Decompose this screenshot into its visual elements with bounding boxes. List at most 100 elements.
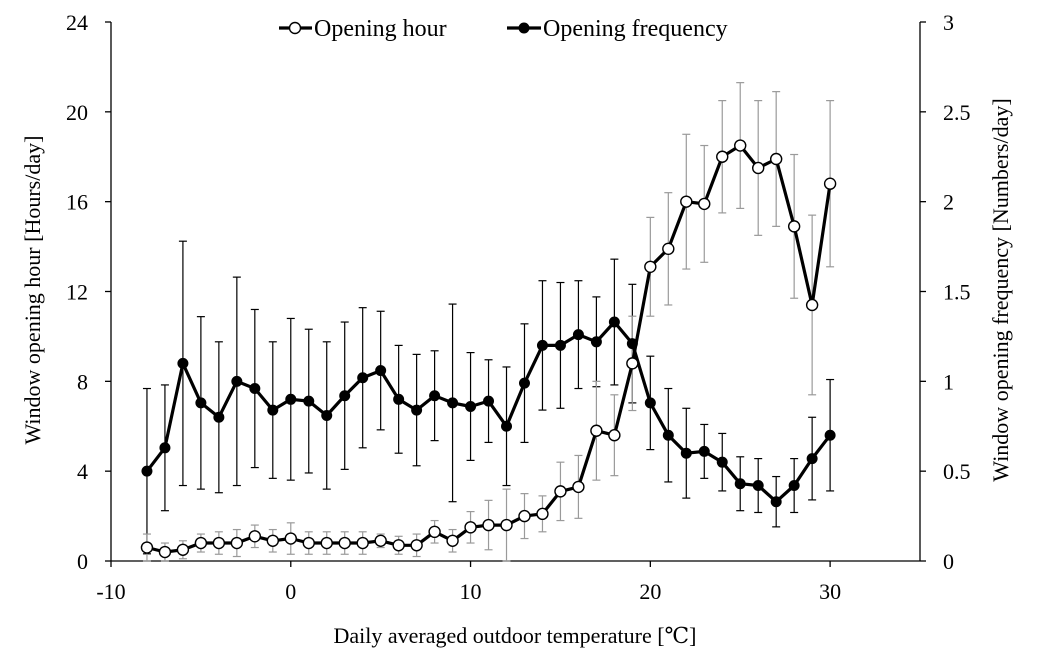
opening-frequency-point <box>788 480 800 492</box>
opening-frequency-point <box>554 339 566 351</box>
points-layer <box>140 139 837 559</box>
opening-frequency-point <box>824 429 836 441</box>
opening-hour-point <box>608 429 621 442</box>
opening-frequency-point <box>447 397 459 409</box>
opening-frequency-point <box>375 365 387 377</box>
error-bars-layer <box>142 82 835 562</box>
y-left-tick-label: 24 <box>66 10 88 35</box>
opening-frequency-point <box>716 456 728 468</box>
x-axis-title: Daily averaged outdoor temperature [℃] <box>333 623 696 648</box>
opening-frequency-point <box>231 375 243 387</box>
opening-frequency-point <box>590 336 602 348</box>
legend-label-opening-hour: Opening hour <box>314 16 447 42</box>
opening-hour-point <box>752 161 765 175</box>
opening-hour-point <box>482 518 495 532</box>
y-axis-right-title: Window opening frequency [Numbers/day] <box>988 98 1013 481</box>
opening-frequency-point <box>429 390 441 402</box>
legend-label-opening-frequency: Opening frequency <box>543 16 728 42</box>
y-left-tick-label: 16 <box>66 190 88 215</box>
opening-hour-point <box>590 424 603 437</box>
opening-hour-point <box>572 480 585 494</box>
y-left-tick-label: 4 <box>77 459 88 484</box>
opening-hour-point <box>356 536 369 550</box>
y-right-tick-label: 2.5 <box>943 100 971 125</box>
opening-frequency-point <box>501 420 513 432</box>
opening-hour-point <box>734 139 747 152</box>
opening-hour-point <box>554 485 567 498</box>
y-right-tick-label: 0 <box>943 549 954 574</box>
x-tick-label: 10 <box>460 579 482 604</box>
opening-hour-point <box>500 518 513 532</box>
x-tick-label: 0 <box>285 579 296 604</box>
opening-frequency-point <box>285 393 297 405</box>
opening-hour-point <box>176 543 190 556</box>
opening-hour-point <box>194 536 208 550</box>
opening-hour-point <box>787 220 801 233</box>
opening-frequency-point <box>680 447 692 459</box>
opening-frequency-point <box>752 480 764 492</box>
y-axis-left-title: Window opening hour [Hours/day] <box>20 136 45 445</box>
y-left-tick-label: 12 <box>66 280 88 305</box>
legend-swatch-opening-hour-marker <box>288 21 302 35</box>
legend-swatch-opening-frequency-marker <box>518 22 530 34</box>
y-right-tick-label: 2 <box>943 190 954 215</box>
opening-hour-point <box>644 260 657 273</box>
series-lines-layer <box>145 143 832 554</box>
opening-hour-point <box>212 536 226 550</box>
y-left-tick-label: 20 <box>66 100 88 125</box>
y-left-tick-label: 0 <box>77 549 88 574</box>
opening-frequency-point <box>249 383 261 395</box>
opening-frequency-point <box>267 404 279 416</box>
opening-hour-point <box>769 152 783 166</box>
opening-frequency-point <box>213 411 225 423</box>
y-left-tick-label: 8 <box>77 369 88 394</box>
opening-hour-point <box>626 357 639 370</box>
legend: Opening hour Opening frequency <box>279 16 728 42</box>
opening-hour-point <box>680 195 693 208</box>
opening-frequency-point <box>536 339 548 351</box>
opening-frequency-point <box>518 377 530 389</box>
opening-frequency-point <box>321 409 333 421</box>
opening-hour-point <box>140 541 154 554</box>
opening-frequency-point <box>303 395 315 407</box>
opening-frequency-point <box>608 316 620 328</box>
opening-frequency-point <box>159 442 171 454</box>
opening-frequency-point <box>644 397 656 409</box>
y-right-tick-label: 3 <box>943 10 954 35</box>
opening-frequency-point <box>698 445 710 457</box>
axes-layer: -10 0 10 20 30 0 4 8 12 16 20 24 0 0.5 1 1.5 2 2.5 3 <box>66 10 971 604</box>
opening-hour-point <box>536 507 549 521</box>
opening-hour-point <box>428 525 441 539</box>
opening-frequency-point <box>393 393 405 405</box>
opening-frequency-point <box>806 453 818 465</box>
opening-hour-point <box>518 509 531 523</box>
opening-frequency-point <box>572 329 584 341</box>
opening-hour-point <box>374 534 387 547</box>
opening-frequency-point <box>770 496 782 508</box>
opening-frequency-point <box>177 357 189 369</box>
y-right-tick-label: 0.5 <box>943 459 971 484</box>
opening-frequency-point <box>626 338 638 350</box>
opening-hour-point <box>248 530 262 543</box>
opening-frequency-point <box>662 429 674 441</box>
x-tick-label: 20 <box>639 579 661 604</box>
opening-frequency-point <box>465 400 477 412</box>
opening-hour-point <box>320 536 333 550</box>
opening-frequency-point <box>411 404 423 416</box>
opening-frequency-point <box>357 372 369 384</box>
opening-hour-line <box>146 143 832 554</box>
opening-hour-point <box>158 545 172 559</box>
opening-frequency-point <box>195 397 207 409</box>
y-right-tick-label: 1 <box>943 369 954 394</box>
opening-frequency-point <box>734 478 746 490</box>
x-tick-label: 30 <box>819 579 841 604</box>
opening-hour-point <box>662 242 675 256</box>
opening-frequency-point <box>339 390 351 402</box>
opening-hour-point <box>392 539 405 552</box>
opening-hour-point <box>446 534 459 547</box>
opening-hour-point <box>805 298 819 312</box>
opening-hour-point <box>302 536 315 550</box>
opening-hour-point <box>698 197 711 211</box>
